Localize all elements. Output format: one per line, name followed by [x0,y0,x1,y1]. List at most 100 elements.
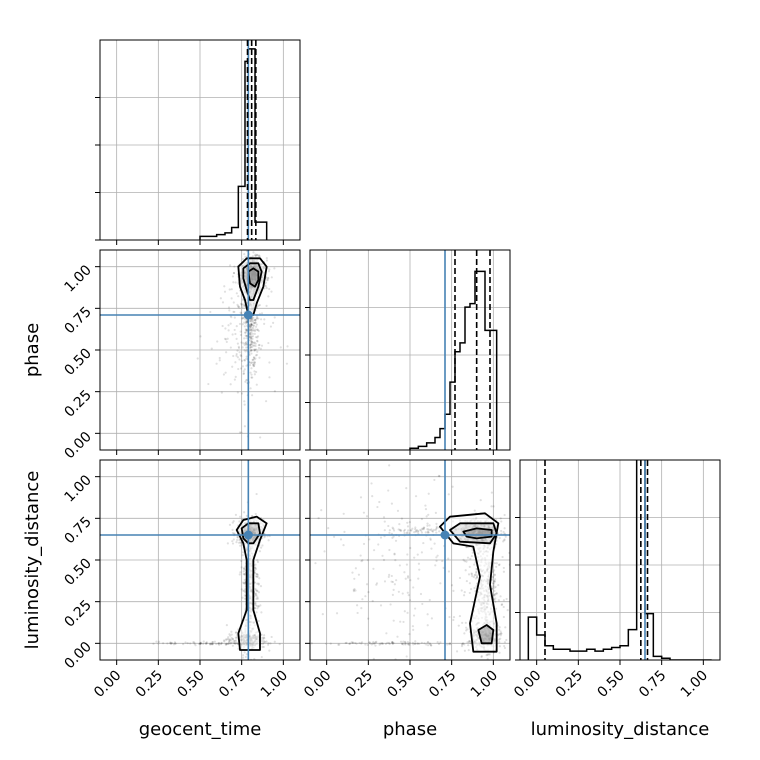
sample-point [262,641,265,644]
sample-point [229,641,232,644]
sample-point [354,641,357,645]
sample-point [243,594,246,597]
sample-point [500,529,503,533]
sample-point [272,321,275,324]
sample-point [228,641,231,644]
sample-point [245,514,248,517]
sample-point [210,347,213,350]
sample-point [255,323,258,326]
sample-point [435,525,438,528]
sample-point [373,641,376,645]
sample-point [260,640,264,643]
sample-point [493,579,496,583]
sample-point [493,573,497,577]
sample-point [466,556,470,559]
sample-point [239,367,243,370]
sample-point [426,524,429,527]
sample-point [497,633,500,636]
sample-point [256,336,259,339]
sample-point [431,530,435,533]
sample-point [360,642,363,645]
sample-point [217,642,220,645]
sample-point [245,320,248,323]
y-axis-label-luminosity-distance: luminosity_distance [22,471,43,650]
sample-point [225,643,228,646]
sample-point [242,372,246,375]
sample-point [258,303,261,307]
sample-point [219,642,223,646]
sample-point [462,594,466,597]
sample-point [388,529,391,532]
sample-point [436,554,439,557]
sample-point [223,337,227,340]
sample-point [229,638,232,641]
sample-point [416,553,419,556]
sample-point [252,363,255,366]
sample-point [498,628,501,631]
sample-point [254,325,258,328]
sample-point [239,333,242,337]
sample-point [256,589,259,592]
sample-point [427,531,430,534]
sample-point [233,642,236,645]
sample-point [255,353,259,357]
sample-point [235,325,238,328]
sample-point [407,594,410,597]
sample-point [252,344,255,347]
sample-point [243,403,246,406]
sample-point [429,538,432,541]
sample-point [231,637,234,641]
sample-point [254,589,258,592]
sample-point [374,641,377,644]
sample-point [254,254,257,257]
sample-point [236,535,239,538]
sample-point [499,595,502,598]
sample-point [241,656,245,659]
sample-point [467,573,471,576]
sample-point [193,641,196,644]
sample-point [267,270,271,273]
sample-point [387,641,391,644]
sample-point [255,575,259,578]
sample-point [238,431,242,434]
sample-point [250,376,253,379]
sample-point [224,371,227,374]
sample-point [263,536,266,539]
sample-point [250,323,253,326]
sample-point [418,568,421,571]
sample-point [498,638,501,641]
sample-point [446,643,449,646]
sample-point [238,351,241,354]
sample-point [259,347,262,350]
sample-point [487,653,490,656]
sample-point [249,322,253,326]
sample-point [254,512,257,516]
sample-point [269,642,272,645]
sample-point [258,255,261,258]
sample-point [463,632,466,635]
sample-point [391,526,394,529]
sample-point [243,573,246,576]
sample-point [257,346,261,350]
sample-point [250,323,253,326]
sample-point [500,632,503,635]
sample-point [249,387,252,390]
sample-point [245,343,248,346]
sample-point [424,508,428,511]
sample-point [256,559,259,562]
sample-point [416,531,420,534]
sample-point [403,531,406,535]
sample-point [426,640,430,644]
sample-point [343,530,346,534]
sample-point [250,340,253,344]
sample-point [232,281,235,284]
sample-point [381,554,384,557]
sample-point [256,328,259,331]
sample-point [249,371,252,374]
sample-point [257,329,260,332]
sample-point [503,644,506,648]
sample-point [249,335,252,338]
sample-point [485,654,488,657]
histogram-step [409,270,498,450]
sample-point [242,299,245,302]
